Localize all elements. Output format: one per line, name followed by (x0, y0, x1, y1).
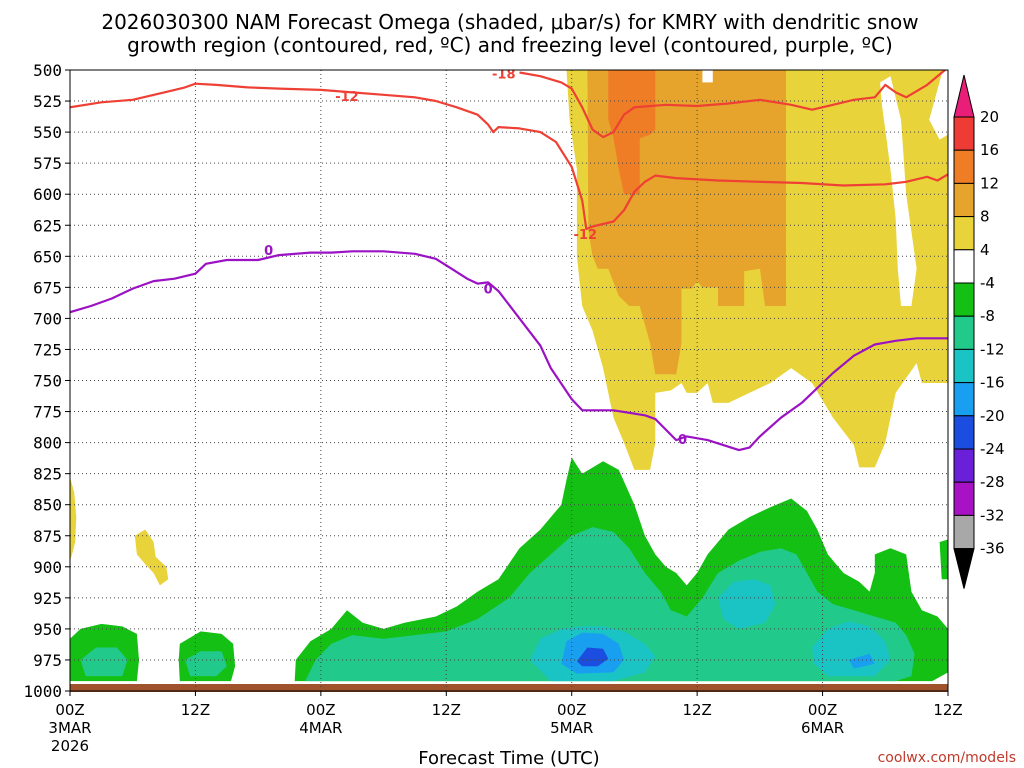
omega-region-4 (929, 70, 948, 140)
y-axis: 500 525 550 575 600 625 650 675 700 725 750 775 800 8… (23, 61, 70, 701)
x-tick-day: 3MAR (48, 719, 91, 737)
y-tick-label: 725 (33, 340, 62, 359)
y-tick-label: 800 (33, 434, 62, 453)
omega-region-19 (848, 653, 875, 669)
x-tick-label: 12Z (933, 701, 962, 719)
ground-surface-band (70, 684, 948, 692)
y-tick-label: 975 (33, 651, 62, 670)
contour-line-0 (70, 82, 948, 231)
y-tick-label: 600 (33, 185, 62, 204)
y-tick-label: 950 (33, 620, 62, 639)
colorbar-bin (953, 514, 975, 550)
y-tick-label: 525 (33, 92, 62, 111)
colorbar-label: -8 (980, 307, 995, 325)
colorbar-bin (953, 315, 975, 350)
colorbar-bin (953, 415, 975, 450)
contour-label: 0 (484, 283, 493, 298)
x-tick-day: 6MAR (801, 719, 844, 737)
colorbar-label: -32 (980, 506, 1005, 524)
colorbar-label: 4 (980, 241, 990, 259)
x-tick-day: 5MAR (550, 719, 593, 737)
y-tick-label: 650 (33, 247, 62, 266)
omega-region-14 (185, 651, 227, 677)
colorbar-bin (953, 282, 975, 317)
x-tick-label: 12Z (432, 701, 461, 719)
colorbar-bin (953, 481, 975, 516)
colorbar-label: -24 (980, 440, 1005, 458)
colorbar-bin (953, 382, 975, 417)
x-tick-label: 00Z (306, 701, 335, 719)
colorbar-bin (953, 116, 975, 151)
y-tick-label: 750 (33, 372, 62, 391)
y-tick-label: 900 (33, 558, 62, 577)
omega-shading-layer (70, 70, 948, 682)
y-tick-label: 675 (33, 278, 62, 297)
contour-label: -12 (574, 228, 598, 243)
x-axis-label: Forecast Time (UTC) (418, 748, 599, 768)
x-tick-label: 12Z (682, 701, 711, 719)
y-tick-label: 700 (33, 309, 62, 328)
contour-line-2 (70, 250, 948, 452)
contour-label: 0 (678, 433, 687, 448)
omega-region-16 (718, 579, 776, 629)
omega-region-7 (134, 529, 169, 586)
colorbar-label: -12 (980, 340, 1005, 358)
omega-region-12 (305, 527, 915, 682)
x-tick-day: 4MAR (299, 719, 342, 737)
colorbar-label: -36 (980, 540, 1005, 558)
y-tick-label: 825 (33, 465, 62, 484)
x-tick-label: 12Z (181, 701, 210, 719)
colorbar-bin (953, 348, 975, 384)
y-tick-label: 925 (33, 589, 62, 608)
x-tick-label: 00Z (557, 701, 586, 719)
omega-region-2 (608, 70, 656, 195)
colorbar-label: -4 (980, 274, 995, 292)
colorbar-label: 20 (980, 108, 999, 126)
y-tick-label: 550 (33, 123, 62, 142)
plot-area: -12 -12 -18 0 0 0 (69, 68, 949, 692)
colorbar-label: -20 (980, 407, 1005, 425)
colorbar-label: 12 (980, 174, 999, 192)
y-tick-label: 775 (33, 403, 62, 422)
colorbar-bin (953, 182, 975, 218)
colorbar-top-arrow (953, 74, 975, 118)
x-tick-year: 2026 (51, 737, 89, 755)
colorbar-bin (953, 249, 975, 284)
y-tick-label: 575 (33, 154, 62, 173)
omega-region-3 (880, 76, 917, 306)
chart-title-line1: 2026030300 NAM Forecast Omega (shaded, μ… (101, 10, 918, 34)
credit-text: coolwx.com/models (878, 750, 1016, 766)
contour-label: 0 (264, 244, 273, 259)
contour-label: -12 (335, 90, 359, 105)
colorbar-label: -28 (980, 473, 1005, 491)
y-tick-label: 500 (33, 61, 62, 80)
x-tick-label: 00Z (808, 701, 837, 719)
colorbar-bin (953, 216, 975, 251)
omega-region-5 (702, 70, 713, 83)
omega-region-11 (939, 539, 948, 580)
omega-region-20 (576, 647, 609, 667)
omega-region-13 (80, 647, 128, 677)
contour-line-1 (519, 70, 947, 139)
y-tick-label: 625 (33, 216, 62, 235)
chart-title-line2: growth region (contoured, red, ºC) and f… (127, 33, 893, 57)
colorbar-label: 8 (980, 208, 990, 226)
colorbar: 20 16 12 8 4 -4 -8 -12 -16 -20 -24 -28 -32 -36 (953, 74, 1005, 589)
colorbar-bottom-arrow (953, 548, 975, 589)
x-tick-label: 00Z (55, 701, 84, 719)
colorbar-label: 16 (980, 141, 999, 159)
y-tick-label: 875 (33, 527, 62, 546)
y-tick-label: 1000 (23, 682, 62, 701)
colorbar-bin (953, 149, 975, 184)
colorbar-bin (953, 448, 975, 483)
y-tick-label: 850 (33, 496, 62, 515)
contour-layer: -12 -12 -18 0 0 0 (70, 68, 948, 452)
colorbar-label: -16 (980, 374, 1005, 392)
contour-label: -18 (492, 68, 516, 83)
omega-region-6 (70, 477, 77, 561)
